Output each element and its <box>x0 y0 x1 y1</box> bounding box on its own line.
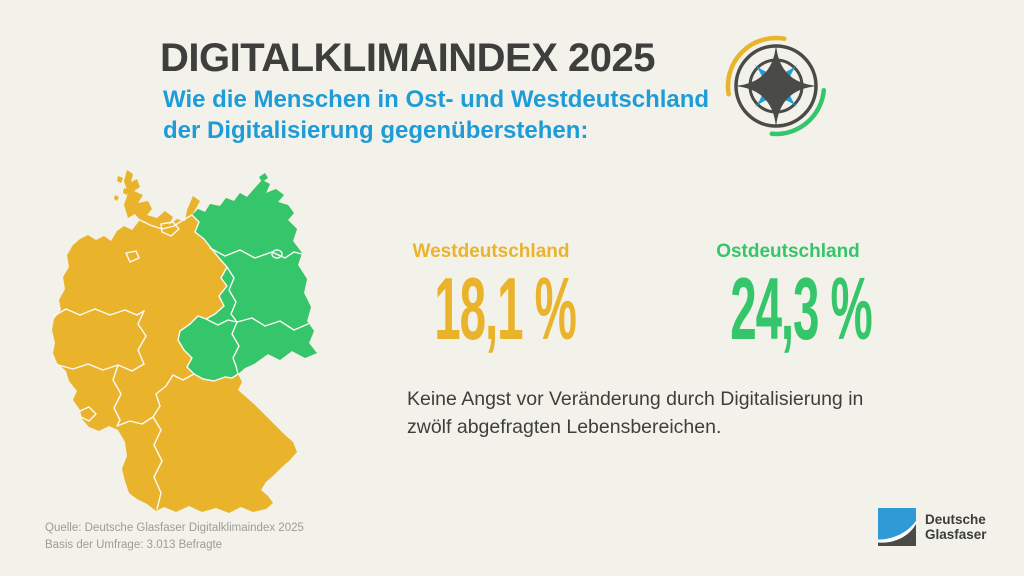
note-text: Keine Angst vor Veränderung durch Digita… <box>407 388 864 438</box>
stat-east-label: Ostdeutschland <box>716 241 860 262</box>
map-islands <box>114 176 129 201</box>
logo-word-line-2: Glasfaser <box>925 527 987 542</box>
stat-west: Westdeutschland 18,1 % <box>386 241 596 358</box>
source-line-1: Quelle: Deutsche Glasfaser Digitalklimai… <box>45 522 304 534</box>
stat-west-value: 18,1 % <box>434 259 577 358</box>
compass-yellow-arc <box>725 35 787 97</box>
stat-east-value: 24,3 % <box>730 259 873 358</box>
compass-icon <box>725 35 827 137</box>
logo-word-line-1: Deutsche <box>925 512 986 527</box>
map-state-borders <box>53 214 309 510</box>
germany-map <box>52 170 317 513</box>
compass-green-arc <box>769 87 827 137</box>
map-ruegen-island <box>259 173 268 182</box>
source-line-2: Basis der Umfrage: 3.013 Befragte <box>45 538 223 551</box>
brand-logo: Deutsche Glasfaser <box>878 508 987 546</box>
logo-mark-icon <box>878 508 916 546</box>
stat-west-label: Westdeutschland <box>412 241 570 262</box>
stat-east: Ostdeutschland 24,3 % <box>681 241 895 358</box>
map-east-region <box>178 180 317 381</box>
source-text: Quelle: Deutsche Glasfaser Digitalklimai… <box>45 520 304 553</box>
page-subtitle: Wie die Menschen in Ost- und Westdeutsch… <box>163 86 710 144</box>
compass-dark-star <box>734 44 818 128</box>
logo-wordmark: Deutsche Glasfaser <box>925 508 987 542</box>
page-title: DIGITALKLIMAINDEX 2025 <box>160 36 656 80</box>
